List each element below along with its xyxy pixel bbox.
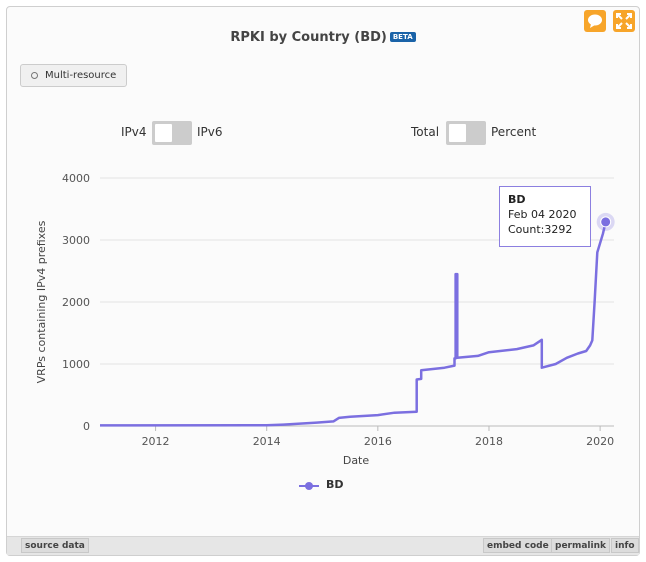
x-tick-label: 2016: [364, 435, 392, 448]
comment-button[interactable]: [584, 10, 606, 32]
y-tick-label: 2000: [62, 296, 90, 309]
widget-title-text: RPKI by Country (BD): [230, 30, 387, 45]
y-tick-label: 0: [83, 420, 90, 433]
permalink-button[interactable]: permalink: [551, 538, 610, 553]
x-axis-label: Date: [343, 454, 370, 467]
ipv4-label: IPv4: [121, 125, 147, 139]
total-label: Total: [411, 125, 440, 139]
switch-knob: [449, 124, 466, 142]
comment-icon: [588, 14, 602, 28]
switch-knob: [155, 124, 172, 142]
info-button[interactable]: info: [611, 538, 639, 553]
tooltip-date: Feb 04 2020: [508, 208, 577, 221]
footer-bar: source data embed code permalink info: [7, 536, 639, 555]
tooltip: BD Feb 04 2020 Count:3292: [499, 186, 591, 247]
y-tick-label: 4000: [62, 172, 90, 185]
y-tick-label: 3000: [62, 234, 90, 247]
hover-point[interactable]: [600, 216, 612, 228]
ipv6-label: IPv6: [197, 125, 223, 139]
tooltip-series: BD: [508, 193, 526, 206]
ip-version-switch[interactable]: [152, 121, 192, 145]
series-layer: [99, 212, 615, 427]
multi-resource-button[interactable]: Multi-resource: [20, 64, 127, 87]
legend-label: BD: [326, 478, 344, 491]
x-tick-label: 2020: [586, 435, 614, 448]
axes: 0 1000 2000 3000 4000 2012 2014 2016 2018 2020: [62, 172, 614, 448]
ip-version-toggle-group: IPv4 IPv6: [121, 121, 223, 145]
x-tick-label: 2018: [475, 435, 503, 448]
radio-dot-icon: [31, 72, 38, 79]
y-tick-label: 1000: [62, 358, 90, 371]
widget-title: RPKI by Country (BD) BETA: [7, 30, 639, 45]
series-line-bd[interactable]: [99, 221, 607, 427]
tooltip-count: Count:3292: [508, 223, 573, 236]
rpki-widget: RPKI by Country (BD) BETA Multi-resource …: [6, 6, 640, 556]
percent-label: Percent: [491, 125, 537, 139]
expand-icon: [616, 13, 632, 29]
x-tick-label: 2014: [253, 435, 281, 448]
total-percent-toggle-group: Total Percent: [411, 121, 551, 145]
expand-button[interactable]: [613, 10, 635, 32]
beta-badge: BETA: [389, 32, 416, 42]
x-tick-label: 2012: [142, 435, 170, 448]
legend-marker-icon: [299, 482, 319, 490]
source-data-button[interactable]: source data: [21, 538, 89, 553]
y-axis-label: VRPs containing IPv4 prefixes: [35, 220, 48, 383]
total-percent-switch[interactable]: [446, 121, 486, 145]
multi-resource-label: Multi-resource: [45, 70, 117, 81]
